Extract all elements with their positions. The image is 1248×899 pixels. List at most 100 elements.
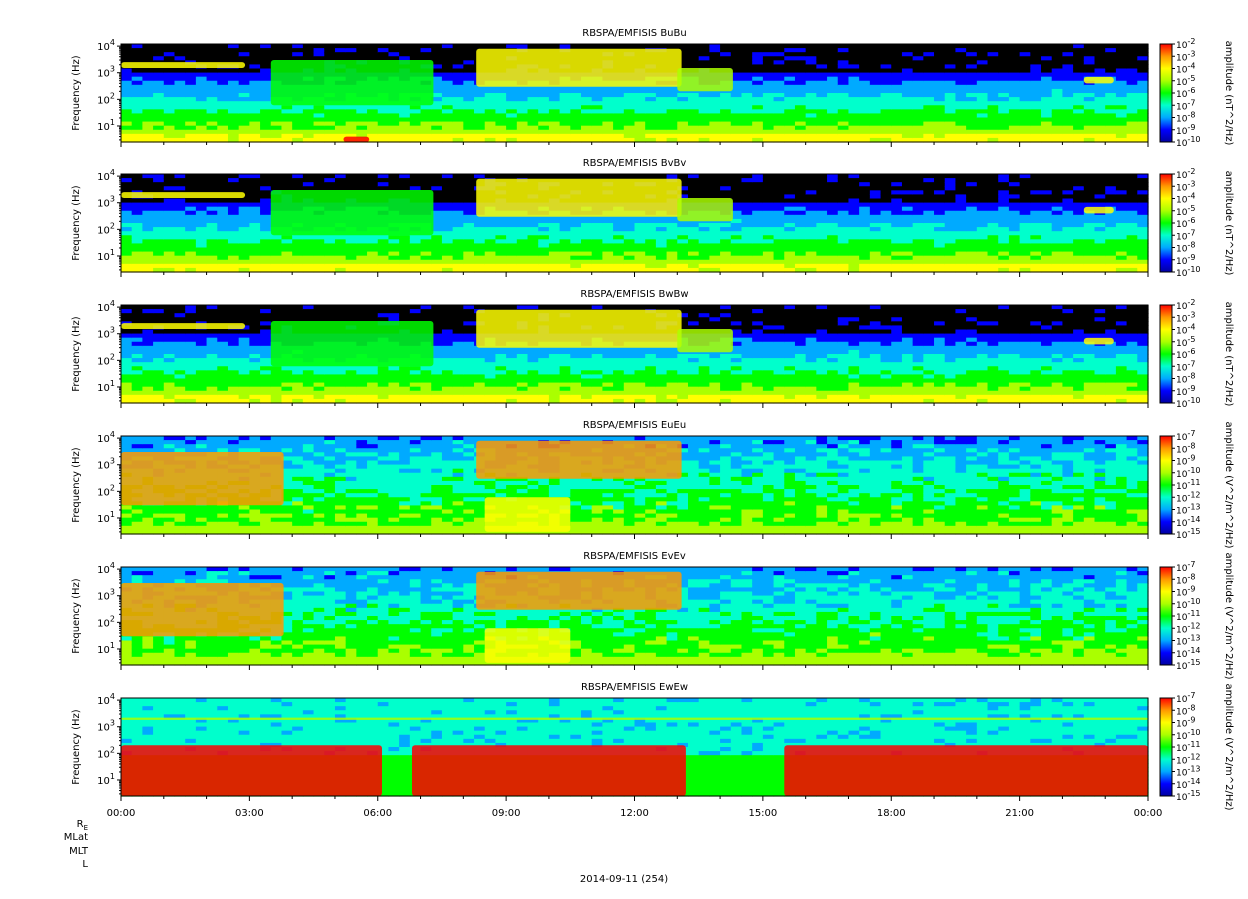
spectrogram-cell [944, 68, 957, 74]
spectrogram-cell [869, 109, 882, 115]
spectrogram-cell [495, 97, 507, 102]
spectrogram-cell [730, 64, 743, 70]
spectrogram-cell [1126, 247, 1138, 253]
spectrogram-cell [153, 117, 165, 123]
spectrogram-cell [720, 93, 732, 98]
spectrogram-cell [356, 247, 368, 253]
spectrogram-cell [730, 227, 743, 232]
spectrogram-cell [1137, 52, 1149, 57]
spectrogram-cell [174, 223, 186, 228]
spectrogram-cell [998, 109, 1010, 115]
spectrogram-cell [249, 227, 261, 232]
spectrogram-cell [1083, 117, 1096, 123]
spectrogram-cell [1105, 202, 1117, 208]
spectrogram-cell [538, 121, 550, 127]
spectrogram-cell [238, 121, 250, 127]
spectrogram-cell [270, 182, 283, 187]
spectrogram-cell [527, 235, 539, 240]
spectrogram-cell [687, 239, 700, 245]
spectrogram-cell [377, 263, 390, 269]
spectrogram-cell [377, 129, 390, 135]
spectrogram-cell [260, 247, 272, 253]
spectrogram-cell [1051, 48, 1064, 53]
spectrogram-cell [249, 113, 261, 119]
spectrogram-cell [538, 247, 550, 253]
spectrogram-cell [516, 137, 529, 143]
spectrogram-cell [976, 210, 989, 216]
spectrogram-cell [399, 137, 411, 143]
spectrogram-cell [1008, 263, 1021, 269]
spectrogram-cell [1083, 97, 1096, 102]
spectrogram-cell [142, 105, 154, 110]
spectrogram-cell [666, 129, 678, 135]
spectrogram-cell [848, 72, 860, 78]
spectrogram-cell [431, 68, 443, 74]
spectrogram-cell [966, 267, 978, 273]
spectrogram-cell [698, 105, 710, 110]
spectrogram-cell [730, 129, 743, 135]
spectrogram-cell [153, 309, 165, 314]
spectrogram-cell [1051, 125, 1064, 131]
spectrogram-cell [634, 44, 646, 49]
spectrogram-cell [1137, 101, 1149, 106]
spectrogram-cell [238, 174, 250, 179]
spectrogram-cell [131, 117, 143, 123]
spectrogram-cell [891, 198, 903, 204]
spectrogram-cell [773, 231, 785, 236]
spectrogram-cell [741, 247, 753, 253]
spectrogram-cell [1137, 263, 1149, 269]
spectrogram-cell [1073, 259, 1085, 265]
spectrogram-cell [709, 137, 721, 143]
spectrogram-cell [153, 223, 165, 228]
spectrogram-cell [195, 374, 208, 380]
spectrogram-cell [987, 117, 999, 123]
spectrogram-cell [356, 174, 368, 179]
spectrogram-cell [367, 174, 379, 179]
spectrogram-cell [153, 227, 165, 232]
spectrogram-cell [794, 64, 807, 70]
spectrogram-cell [666, 44, 678, 49]
spectrogram-cell [741, 259, 753, 265]
spectrogram-cell [1073, 227, 1085, 232]
spectrogram-cell [270, 117, 283, 123]
spectrogram-cell [270, 174, 283, 179]
colorbar-tick-label: 10-9 [1176, 123, 1195, 137]
spectrogram-cell [966, 174, 978, 179]
spectrogram-cell [934, 267, 946, 273]
spectrogram-cell [880, 56, 892, 61]
spectrogram-cell [377, 105, 390, 110]
spectrogram-cell [837, 125, 850, 131]
spectrogram-cell [431, 64, 443, 70]
spectrogram-cell [976, 125, 989, 131]
spectrogram-cell [869, 72, 882, 78]
spectrogram-cell [591, 44, 604, 49]
spectrogram-cell [1137, 194, 1149, 200]
spectrogram-cell [313, 129, 325, 135]
spectrogram-cell [1051, 88, 1064, 94]
spectrogram-cell [163, 341, 176, 347]
spectrogram-cell [655, 88, 668, 94]
spectrogram-cell [698, 125, 710, 131]
spectrogram-cell [687, 52, 700, 57]
spectrogram-cell [944, 64, 957, 70]
spectrogram-cell [313, 235, 325, 240]
spectrogram-cell [452, 198, 464, 204]
spectrogram-cell [142, 329, 154, 335]
spectrogram-cell [1137, 218, 1149, 224]
spectrogram-cell [976, 113, 989, 119]
spectrogram-cell [1094, 105, 1106, 110]
spectrogram-cell [506, 133, 518, 139]
spectrogram-cell [1126, 93, 1138, 98]
spectrogram-cell [1073, 101, 1085, 106]
spectrogram-cell [388, 263, 400, 269]
spectrogram-cell [527, 255, 539, 261]
spectrogram-cell [762, 227, 775, 232]
spectrogram-cell [495, 255, 507, 261]
spectrogram-cell [1062, 178, 1074, 183]
spectrogram-cell [495, 88, 507, 94]
spectrogram-cell [634, 255, 646, 261]
spectrogram-cell [1041, 84, 1053, 90]
spectrogram-cell [794, 93, 807, 98]
spectrogram-cell [441, 44, 454, 49]
spectrogram-cell [944, 84, 957, 90]
